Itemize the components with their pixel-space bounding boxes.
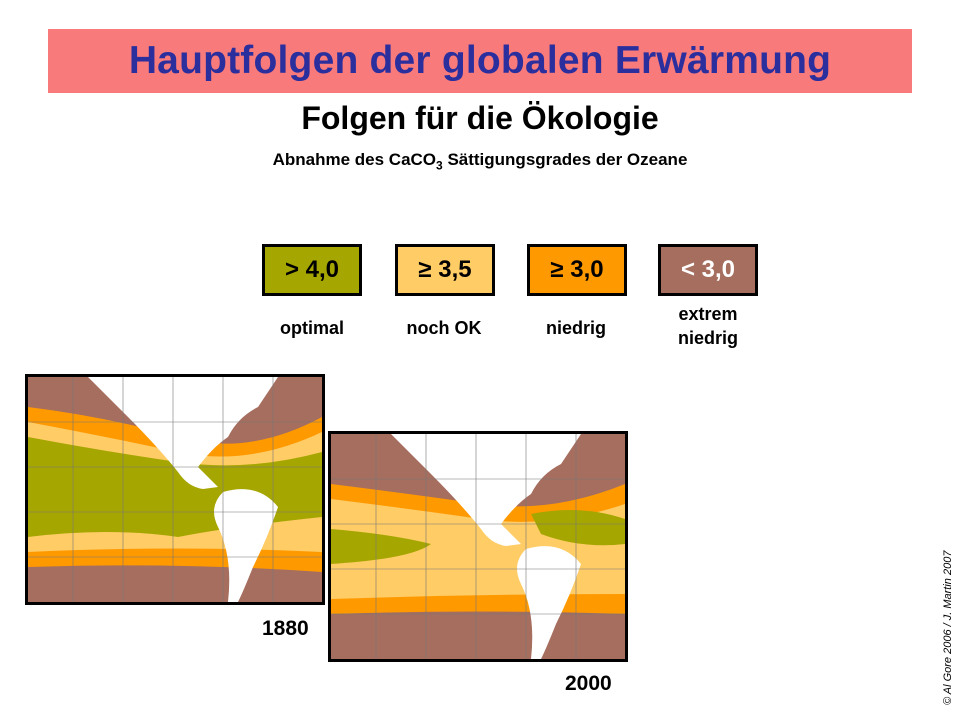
subtitle: Folgen für die Ökologie — [301, 100, 659, 136]
legend-label-noch-ok: noch OK — [406, 318, 482, 338]
ocean-saturation-map-1880 — [28, 377, 322, 602]
legend-box-noch-ok: ≥ 3,5 — [395, 244, 495, 296]
title-banner: Hauptfolgen der globalen Erwärmung — [48, 29, 912, 93]
description-subscript: 3 — [436, 158, 443, 173]
legend-label-optimal: optimal — [279, 318, 344, 338]
legend-label-niedrig: niedrig — [545, 318, 606, 338]
legend-label-extrem-niedrig: extrem niedrig — [638, 302, 778, 350]
year-label-1880: 1880 — [262, 617, 309, 640]
ocean-saturation-map-2000 — [331, 434, 625, 659]
description: Abnahme des CaCO3 Sättigungsgrades der O… — [0, 150, 960, 172]
map-1880 — [25, 374, 325, 605]
map-2000 — [328, 431, 628, 662]
legend-box-extrem-niedrig: < 3,0 — [658, 244, 758, 296]
copyright-notice: © Al Gore 2006 / J. Martin 2007 — [942, 550, 954, 705]
legend-label-line1: extrem — [678, 304, 738, 324]
year-label-2000: 2000 — [565, 672, 612, 695]
legend-box-optimal: > 4,0 — [262, 244, 362, 296]
description-text: Abnahme des CaCO — [272, 150, 437, 169]
description-text-end: Sättigungsgrades der Ozeane — [442, 150, 688, 169]
page-title: Hauptfolgen der globalen Erwärmung — [128, 39, 832, 82]
legend-label-line2: niedrig — [677, 328, 738, 348]
legend-box-niedrig: ≥ 3,0 — [527, 244, 627, 296]
